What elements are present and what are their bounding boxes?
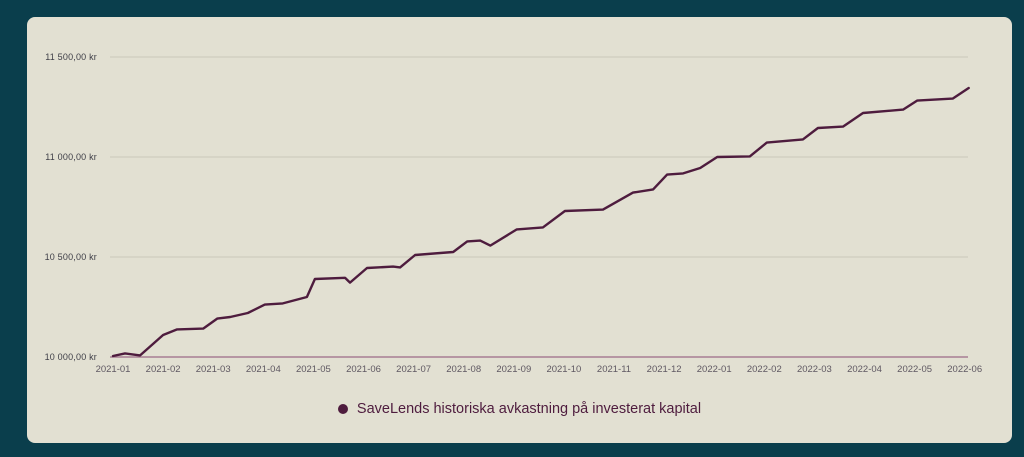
x-tick-label: 2021-10 xyxy=(546,364,582,375)
y-tick-label: 10 000,00 kr xyxy=(44,351,97,362)
line-chart-plot xyxy=(110,56,970,358)
x-tick-label: 2021-04 xyxy=(245,364,281,375)
x-tick-label: 2022-04 xyxy=(847,364,882,375)
legend-label: SaveLends historiska avkastning på inves… xyxy=(356,401,702,417)
x-tick-label: 2021-07 xyxy=(396,364,432,375)
legend-item[interactable]: SaveLends historiska avkastning på inves… xyxy=(27,401,1012,417)
y-tick-label: 10 500,00 kr xyxy=(44,251,97,262)
x-tick-label: 2021-06 xyxy=(346,364,381,375)
chart-card: 11 500,00 kr 11 000,00 kr 10 500,00 kr 10 0… xyxy=(27,17,1012,443)
legend-dot-icon xyxy=(337,404,348,414)
x-tick-label: 2022-01 xyxy=(696,364,732,375)
x-tick-label: 2022-05 xyxy=(897,364,933,375)
x-tick-label: 2021-01 xyxy=(95,364,131,375)
x-tick-label: 2021-12 xyxy=(646,364,682,375)
x-tick-label: 2021-05 xyxy=(295,364,331,375)
x-tick-label: 2021-09 xyxy=(496,364,532,375)
x-tick-label: 2022-02 xyxy=(746,364,782,375)
series-line xyxy=(111,86,970,358)
x-tick-label: 2021-03 xyxy=(195,364,231,375)
x-tick-label: 2022-06 xyxy=(947,364,983,375)
y-tick-label: 11 000,00 kr xyxy=(45,151,97,162)
x-tick-label: 2022-03 xyxy=(796,364,832,375)
x-tick-label: 2021-08 xyxy=(446,364,482,375)
y-tick-label: 11 500,00 kr xyxy=(45,51,97,62)
x-tick-label: 2021-11 xyxy=(596,364,632,375)
x-tick-label: 2021-02 xyxy=(145,364,181,375)
